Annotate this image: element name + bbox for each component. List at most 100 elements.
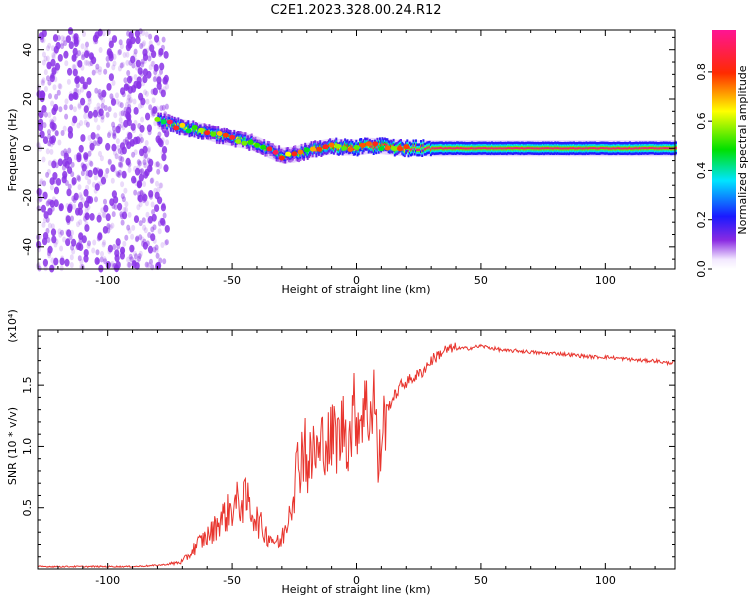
noise-speckle xyxy=(45,171,50,178)
trace-band-cell xyxy=(478,147,481,149)
trace-band-cell xyxy=(656,147,659,150)
noise-speckle xyxy=(96,102,101,109)
noise-speckle xyxy=(146,146,151,153)
noise-speckle xyxy=(48,93,52,100)
noise-speckle xyxy=(73,33,78,40)
noise-speckle xyxy=(93,187,98,194)
trace-band-cell xyxy=(444,147,447,149)
trace-band-cell xyxy=(540,147,543,150)
noise-speckle xyxy=(63,50,69,59)
noise-speckle xyxy=(154,244,159,251)
trace-band-cell xyxy=(447,147,450,150)
noise-speckle xyxy=(66,188,72,197)
noise-speckle xyxy=(124,206,129,213)
noise-speckle xyxy=(47,222,52,229)
noise-speckle xyxy=(121,211,128,220)
noise-speckle xyxy=(71,64,76,70)
trace-band-cell xyxy=(214,131,217,134)
trace-band-cell xyxy=(556,147,559,149)
noise-speckle xyxy=(138,234,143,241)
noise-speckle xyxy=(131,151,136,158)
noise-speckle xyxy=(49,177,55,186)
noise-speckle xyxy=(161,36,166,43)
noise-speckle xyxy=(83,212,88,219)
noise-speckle xyxy=(54,62,61,71)
trace-band-cell xyxy=(564,147,567,150)
noise-speckle xyxy=(118,110,123,117)
noise-speckle xyxy=(99,256,104,263)
noise-speckle xyxy=(65,214,70,221)
noise-speckle xyxy=(102,226,108,234)
noise-speckle xyxy=(100,102,105,109)
noise-speckle xyxy=(117,148,122,155)
y-tick-label: -20 xyxy=(21,189,34,207)
trace-band-cell xyxy=(596,147,599,150)
noise-speckle xyxy=(119,149,124,156)
noise-speckle xyxy=(109,93,114,100)
trace-band-cell xyxy=(314,145,317,148)
noise-speckle xyxy=(108,40,114,49)
noise-speckle xyxy=(76,154,82,163)
trace-band-cell xyxy=(495,147,498,150)
trace-band-cell xyxy=(646,147,649,150)
noise-speckle xyxy=(86,77,92,85)
noise-speckle xyxy=(122,206,127,213)
trace-band-cell xyxy=(464,147,467,150)
trace-band-cell xyxy=(443,147,446,150)
noise-speckle xyxy=(41,105,47,113)
trace-band-cell xyxy=(370,145,373,148)
noise-speckle xyxy=(83,254,89,263)
noise-speckle xyxy=(89,142,95,151)
noise-speckle xyxy=(147,232,152,238)
noise-speckle xyxy=(156,82,162,90)
noise-speckle xyxy=(42,122,47,129)
trace-band-cell xyxy=(638,147,641,149)
noise-speckle xyxy=(162,212,167,219)
noise-speckle xyxy=(162,76,168,85)
trace-band-cell xyxy=(449,147,452,150)
trace-band-cell xyxy=(492,147,495,150)
noise-speckle xyxy=(113,196,119,204)
noise-speckle xyxy=(159,48,164,55)
noise-speckle xyxy=(72,64,77,71)
trace-band-cell xyxy=(655,147,658,150)
noise-speckle xyxy=(142,40,147,47)
noise-speckle xyxy=(46,168,51,175)
noise-speckle xyxy=(152,87,158,96)
trace-band-cell xyxy=(488,147,491,150)
noise-speckle xyxy=(111,121,116,128)
trace-band-cell xyxy=(351,146,354,149)
noise-speckle xyxy=(50,58,56,67)
trace-band-cell xyxy=(661,147,664,150)
trace-band-cell xyxy=(191,128,193,131)
noise-speckle xyxy=(83,249,89,257)
trace-band-cell xyxy=(367,146,370,148)
trace-band-cell xyxy=(484,147,487,149)
noise-speckle xyxy=(146,124,152,133)
trace-band-cell xyxy=(382,143,385,146)
noise-speckle xyxy=(120,121,124,128)
noise-speckle xyxy=(127,98,132,105)
trace-blob xyxy=(235,139,242,144)
noise-speckle xyxy=(144,140,149,146)
noise-speckle xyxy=(86,242,91,249)
noise-speckle xyxy=(126,38,132,46)
noise-speckle xyxy=(126,70,131,76)
noise-speckle xyxy=(60,130,65,136)
noise-speckle xyxy=(148,64,153,71)
trace-band-cell xyxy=(533,147,536,150)
trace-band-cell xyxy=(565,147,568,150)
trace-band-cell xyxy=(196,128,198,131)
noise-speckle xyxy=(165,83,170,90)
noise-speckle xyxy=(41,156,46,163)
noise-speckle xyxy=(126,30,131,37)
noise-speckle xyxy=(52,178,57,185)
trace-band-cell xyxy=(500,147,503,150)
noise-speckle xyxy=(137,160,142,167)
trace-band-cell xyxy=(418,148,421,151)
noise-speckle xyxy=(107,130,112,137)
noise-speckle xyxy=(148,104,153,111)
noise-speckle xyxy=(140,58,145,65)
trace-band-cell xyxy=(514,147,517,150)
noise-speckle xyxy=(150,177,155,184)
